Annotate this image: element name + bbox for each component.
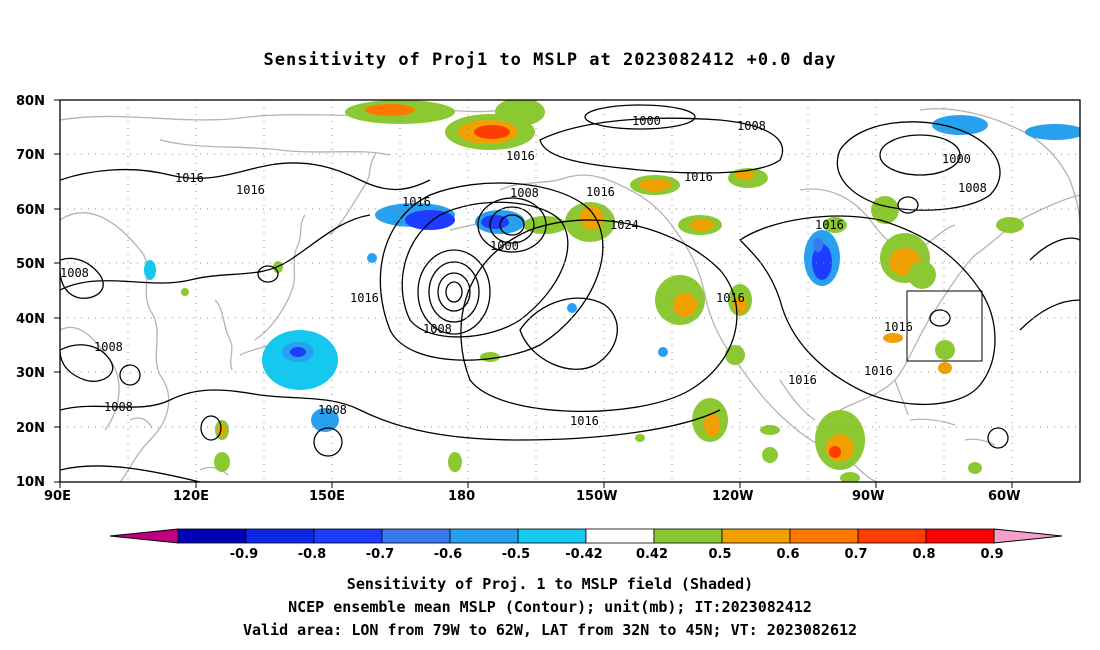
footer-line-2: NCEP ensemble mean MSLP (Contour); unit(… xyxy=(288,598,812,616)
contour-label: 1008 xyxy=(958,181,987,195)
lon-label: 180 xyxy=(448,489,475,504)
lat-label: 10N xyxy=(16,475,45,490)
lon-label: 90E xyxy=(44,489,71,504)
gridlines xyxy=(60,100,1080,482)
lat-label: 50N xyxy=(16,257,45,272)
colorbar-label: 0.42 xyxy=(636,547,668,562)
colorbar-label: -0.9 xyxy=(230,547,258,562)
colorbar-label: -0.7 xyxy=(366,547,394,562)
contour-labels: 1000 1008 1016 1016 1016 1008 1016 1000 … xyxy=(60,114,987,428)
colorbar: -0.9 -0.8 -0.7 -0.6 -0.5 -0.42 0.42 0.5 0.6 0.7 0.… xyxy=(109,528,1063,562)
colorbar-label: 0.7 xyxy=(844,547,867,562)
contour-label: 1016 xyxy=(788,373,817,387)
contour-label: 1024 xyxy=(610,218,639,232)
colorbar-high-arrow xyxy=(993,528,1063,544)
lat-label: 30N xyxy=(16,366,45,381)
lon-label: 150E xyxy=(309,489,345,504)
colorbar-label: 0.8 xyxy=(912,547,935,562)
contour-label: 1016 xyxy=(815,218,844,232)
contour-label: 1008 xyxy=(104,400,133,414)
map-frame xyxy=(59,99,1081,483)
lat-label: 60N xyxy=(16,203,45,218)
colorbar-label: 0.6 xyxy=(776,547,799,562)
footer-line-3: Valid area: LON from 79W to 62W, LAT fro… xyxy=(242,621,858,639)
chart-title: Sensitivity of Proj1 to MSLP at 20230824… xyxy=(263,50,837,70)
contour-label: 1016 xyxy=(570,414,599,428)
colorbar-swatch xyxy=(381,528,451,544)
lat-label: 20N xyxy=(16,421,45,436)
lat-label: 70N xyxy=(16,148,45,163)
contour-label: 1008 xyxy=(94,340,123,354)
colorbar-swatch xyxy=(245,528,315,544)
lon-labels: 90E 120E 150E 180 150W 120W 90W 60W xyxy=(44,489,1020,504)
contour-label: 1016 xyxy=(506,149,535,163)
tick-marks xyxy=(54,99,1013,488)
colorbar-swatch xyxy=(653,528,723,544)
colorbar-label: -0.8 xyxy=(298,547,326,562)
colorbar-label: -0.6 xyxy=(434,547,462,562)
colorbar-low-arrow xyxy=(109,528,179,544)
contour-label: 1016 xyxy=(236,183,265,197)
colorbar-swatch xyxy=(721,528,791,544)
contour-label: 1016 xyxy=(716,291,745,305)
lat-labels: 80N 70N 60N 50N 40N 30N 20N 10N xyxy=(16,94,45,490)
footer-line-1: Sensitivity of Proj. 1 to MSLP field (Sh… xyxy=(346,575,754,593)
contour-label: 1008 xyxy=(423,322,452,336)
colorbar-swatch xyxy=(517,528,587,544)
lon-label: 90W xyxy=(852,489,884,504)
colorbar-swatch xyxy=(789,528,859,544)
contour-label: 1008 xyxy=(510,186,539,200)
contour-label: 1016 xyxy=(684,170,713,184)
lat-label: 80N xyxy=(16,94,45,109)
colorbar-label: -0.42 xyxy=(565,547,602,562)
coastlines xyxy=(60,108,1080,482)
valid-area-box xyxy=(906,290,983,362)
contour-label: 1000 xyxy=(942,152,971,166)
colorbar-swatch xyxy=(857,528,927,544)
colorbar-label: -0.5 xyxy=(502,547,530,562)
colorbar-label: 0.5 xyxy=(708,547,731,562)
isobars xyxy=(60,104,1080,482)
lon-label: 150W xyxy=(576,489,617,504)
contour-label: 1016 xyxy=(402,195,431,209)
colorbar-swatch xyxy=(585,528,655,544)
contour-label: 1008 xyxy=(737,119,766,133)
colorbar-swatch xyxy=(313,528,383,544)
contour-label: 1000 xyxy=(490,239,519,253)
colorbar-label: 0.9 xyxy=(980,547,1003,562)
contour-label: 1016 xyxy=(884,320,913,334)
lat-label: 40N xyxy=(16,312,45,327)
contour-label: 1016 xyxy=(864,364,893,378)
lon-label: 120W xyxy=(712,489,753,504)
contour-label: 1016 xyxy=(175,171,204,185)
contour-label: 1008 xyxy=(60,266,89,280)
colorbar-swatch xyxy=(925,528,995,544)
colorbar-swatch xyxy=(449,528,519,544)
colorbar-swatch xyxy=(177,528,247,544)
lon-label: 120E xyxy=(173,489,209,504)
contour-label: 1000 xyxy=(632,114,661,128)
lon-label: 60W xyxy=(988,489,1020,504)
contour-label: 1008 xyxy=(318,403,347,417)
contour-label: 1016 xyxy=(586,185,615,199)
contour-label: 1016 xyxy=(350,291,379,305)
